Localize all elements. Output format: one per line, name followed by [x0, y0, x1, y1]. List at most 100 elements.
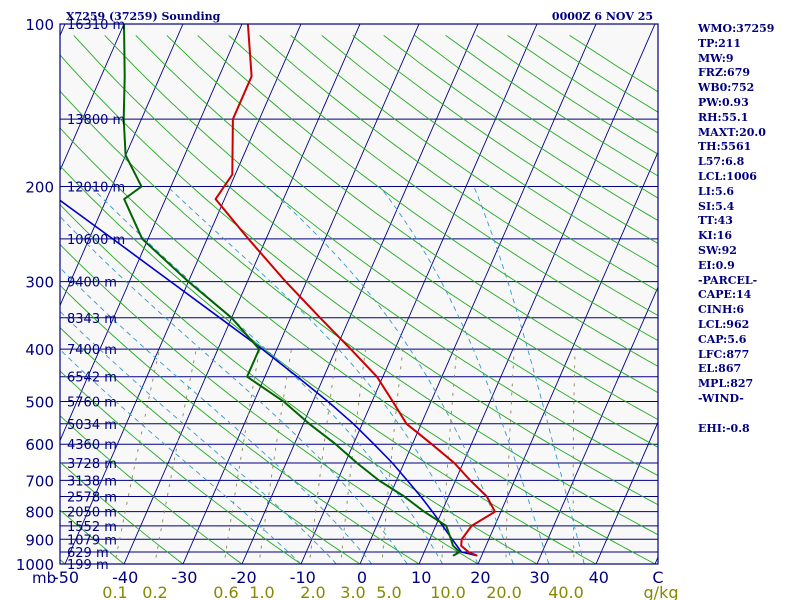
- parcel-line-point: [170, 281, 172, 283]
- parcel-line-point: [327, 400, 329, 402]
- height-label: 13800 m: [67, 113, 125, 128]
- moist-adiabat-line: [379, 186, 550, 564]
- dry-adiabat-line: [166, 35, 658, 394]
- dewpoint-line-point: [335, 443, 337, 445]
- index-line: L57:6.8: [698, 155, 745, 169]
- isotherm-line: [182, 24, 420, 564]
- dewpoint-line-point: [378, 479, 380, 481]
- height-label: 199 m: [67, 558, 109, 573]
- index-line: KI:16: [698, 229, 733, 243]
- dewpoint-line-point: [452, 545, 454, 547]
- dry-adiabat-line: [60, 415, 243, 564]
- moist-adiabat-line: [60, 348, 302, 564]
- pressure-unit-label: mb: [32, 569, 56, 587]
- index-line: [698, 407, 798, 422]
- dry-adiabat-line: [290, 35, 658, 292]
- temperature-line-point: [460, 545, 462, 547]
- pressure-tick-label: 600: [25, 436, 54, 454]
- isotherm-line: [64, 24, 302, 564]
- dry-adiabat-line: [60, 90, 658, 536]
- index-line: TH:5561: [698, 140, 752, 154]
- temperature-line-point: [231, 173, 233, 176]
- dry-adiabat-line: [60, 326, 361, 564]
- plot-background: [60, 24, 658, 564]
- height-label: 3728 m: [67, 457, 117, 472]
- index-line: SI:5.4: [698, 199, 735, 213]
- dry-adiabat-line: [104, 35, 658, 448]
- mixing-ratio-line: [340, 349, 367, 564]
- mixing-ratio-label: 10.0: [430, 583, 466, 600]
- index-line: -WIND-: [698, 391, 744, 405]
- mixing-ratio-label: 3.0: [340, 583, 365, 600]
- temperature-line-point: [461, 538, 463, 540]
- mixing-ratio-label: 1.0: [249, 583, 274, 600]
- temperature-line-point: [486, 495, 488, 498]
- temperature-tick-label: 20: [470, 568, 490, 587]
- parcel-line-point: [373, 443, 375, 445]
- dry-adiabat-line: [60, 204, 538, 564]
- index-line: EI:0.9: [698, 258, 735, 272]
- time-label: 0000Z 6 NOV 25: [552, 10, 653, 23]
- temperature-line-point: [494, 511, 496, 513]
- dry-adiabat-line: [60, 127, 656, 564]
- isotherm-line: [300, 24, 538, 564]
- height-label: 4360 m: [67, 438, 117, 453]
- dry-adiabat-line: [60, 509, 125, 564]
- temperature-line-point: [232, 118, 234, 120]
- temperature-line-point: [319, 317, 321, 319]
- dewpoint-line-point: [450, 538, 452, 540]
- index-line: CAPE:14: [698, 288, 752, 302]
- temperature-line-point: [247, 238, 249, 240]
- dewpoint-line-point: [231, 317, 233, 319]
- pressure-tick-label: 900: [25, 531, 54, 549]
- height-label: 2050 m: [67, 506, 117, 521]
- dewpoint-line-point: [187, 281, 189, 283]
- indices-panel: WMO:37259 TP:211 MW:9 FRZ:679 WB0:752 PW:0.93…: [698, 22, 798, 436]
- dewpoint-line-point: [246, 376, 248, 378]
- height-label: 2578 m: [67, 491, 117, 506]
- mixing-ratio-label: 2.0: [300, 583, 325, 600]
- index-line: -PARCEL-: [698, 273, 758, 287]
- isotherm-line: [359, 24, 597, 564]
- isotherm-line: [60, 24, 243, 442]
- dewpoint-line-point: [282, 400, 285, 402]
- dry-adiabat-line: [321, 35, 658, 268]
- index-line: MPL:827: [698, 377, 754, 391]
- mixing-ratio-line: [308, 349, 338, 564]
- height-label: 5760 m: [67, 395, 117, 410]
- temperature-tick-label: -10: [290, 568, 316, 587]
- mixing-ratio-label: 0.1: [102, 583, 127, 600]
- index-line: MW:9: [698, 51, 734, 65]
- mixing-ratio-line: [223, 349, 261, 564]
- moist-adiabat-line: [266, 186, 514, 564]
- index-line: TT:43: [698, 214, 733, 228]
- dry-adiabat-line: [135, 35, 658, 421]
- dewpoint-line-point: [141, 238, 143, 240]
- index-line: RH:55.1: [698, 110, 749, 124]
- dewpoint-line-point: [423, 511, 425, 513]
- height-label: 3138 m: [67, 474, 117, 489]
- temperature-line-point: [251, 75, 253, 77]
- height-label: 16310 m: [67, 18, 125, 33]
- parcel-line-point: [391, 462, 393, 464]
- parcel-line-point: [112, 238, 114, 240]
- station-title: X7259 (37259) Sounding: [66, 10, 221, 23]
- dewpoint-line-point: [123, 118, 125, 120]
- temperature-line-point: [453, 462, 455, 464]
- index-line: EHI:-0.8: [698, 421, 750, 435]
- temperature-line-point: [431, 443, 433, 445]
- dry-adiabat-line: [197, 35, 658, 367]
- dewpoint-line-point: [125, 154, 127, 156]
- dewpoint-line-point: [452, 555, 454, 557]
- height-label: 629 m: [67, 546, 109, 561]
- height-label: 12010 m: [67, 181, 125, 196]
- dewpoint-line-point: [308, 423, 310, 425]
- dewpoint-line-point: [356, 462, 358, 464]
- parcel-line-point: [442, 525, 444, 527]
- index-line: WB0:752: [698, 81, 755, 95]
- parcel-line-point: [420, 495, 422, 498]
- isotherm-line: [418, 24, 656, 564]
- index-line: CINH:6: [698, 303, 745, 317]
- index-line: LCL:1006: [698, 169, 757, 183]
- dry-adiabat-line: [60, 284, 420, 564]
